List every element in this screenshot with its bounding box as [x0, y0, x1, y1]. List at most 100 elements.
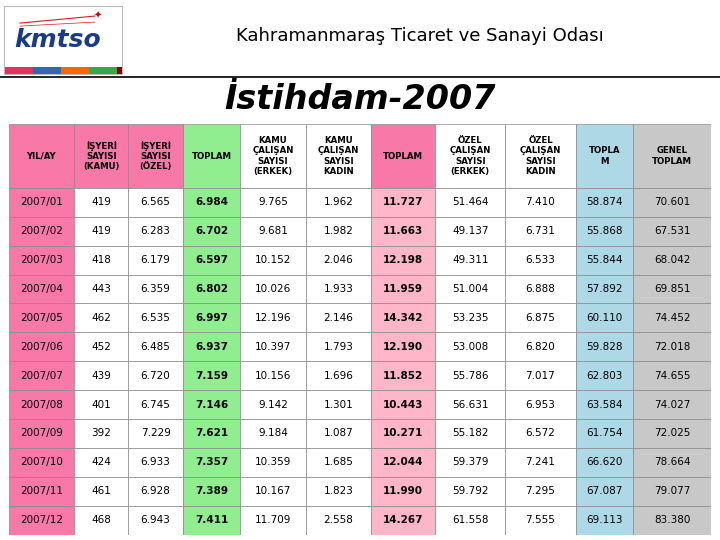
Text: 58.874: 58.874	[586, 197, 623, 207]
Bar	[633, 188, 711, 217]
Bar	[183, 505, 240, 535]
Bar	[306, 124, 372, 188]
Bar	[633, 390, 711, 419]
Text: 443: 443	[91, 284, 111, 294]
Bar	[372, 303, 435, 332]
Text: 66.620: 66.620	[586, 457, 623, 467]
Bar	[435, 332, 505, 361]
Text: 72.018: 72.018	[654, 342, 690, 352]
Bar	[9, 361, 74, 390]
Bar	[9, 505, 74, 535]
Text: 10.167: 10.167	[255, 486, 291, 496]
Text: ✦: ✦	[94, 11, 102, 21]
Bar	[183, 477, 240, 505]
Text: TOPLAM: TOPLAM	[383, 152, 423, 160]
Text: 6.283: 6.283	[140, 226, 171, 236]
Text: 51.004: 51.004	[452, 284, 488, 294]
Text: 439: 439	[91, 370, 111, 381]
Bar	[633, 505, 711, 535]
Text: 9.184: 9.184	[258, 428, 288, 438]
Bar	[306, 505, 372, 535]
Text: 2007/03: 2007/03	[20, 255, 63, 265]
Text: 10.359: 10.359	[255, 457, 291, 467]
Bar	[183, 390, 240, 419]
Bar	[575, 448, 633, 477]
Text: 7.241: 7.241	[526, 457, 555, 467]
Text: 6.953: 6.953	[526, 400, 555, 409]
Text: 2007/02: 2007/02	[20, 226, 63, 236]
Text: 11.959: 11.959	[383, 284, 423, 294]
Text: 67.087: 67.087	[586, 486, 623, 496]
Bar	[575, 188, 633, 217]
Bar	[9, 246, 74, 274]
Bar	[372, 332, 435, 361]
Bar	[505, 124, 575, 188]
Bar	[505, 274, 575, 303]
Bar	[633, 361, 711, 390]
Bar	[372, 274, 435, 303]
Bar	[183, 274, 240, 303]
Bar	[240, 332, 306, 361]
Bar	[128, 361, 183, 390]
Bar	[74, 332, 128, 361]
Bar	[183, 332, 240, 361]
Text: 78.664: 78.664	[654, 457, 690, 467]
Text: ÖZEL
ÇALIŞAN
SAYISI
(ERKEK): ÖZEL ÇALIŞAN SAYISI (ERKEK)	[449, 136, 491, 176]
Bar	[575, 419, 633, 448]
Text: 51.464: 51.464	[452, 197, 488, 207]
Text: 6.565: 6.565	[140, 197, 171, 207]
Text: 6.597: 6.597	[195, 255, 228, 265]
Text: 6.731: 6.731	[526, 226, 555, 236]
Bar	[306, 361, 372, 390]
Bar	[575, 332, 633, 361]
Bar	[183, 217, 240, 246]
Bar	[435, 217, 505, 246]
Bar	[240, 188, 306, 217]
Text: 6.485: 6.485	[140, 342, 171, 352]
Text: 74.027: 74.027	[654, 400, 690, 409]
Text: 68.042: 68.042	[654, 255, 690, 265]
Bar	[33, 68, 61, 75]
Text: 6.702: 6.702	[195, 226, 228, 236]
Text: 59.792: 59.792	[452, 486, 488, 496]
Text: 14.267: 14.267	[383, 515, 423, 525]
Text: 61.754: 61.754	[586, 428, 623, 438]
Text: 6.820: 6.820	[526, 342, 555, 352]
Bar	[74, 505, 128, 535]
Text: 12.190: 12.190	[383, 342, 423, 352]
Bar	[240, 477, 306, 505]
Text: 1.823: 1.823	[323, 486, 354, 496]
Text: 6.802: 6.802	[195, 284, 228, 294]
Text: 55.182: 55.182	[452, 428, 488, 438]
Bar	[128, 505, 183, 535]
Bar	[9, 390, 74, 419]
Text: 59.828: 59.828	[586, 342, 623, 352]
Text: İŞYERİ
SAYISI
(KAMU): İŞYERİ SAYISI (KAMU)	[83, 140, 120, 171]
Bar	[183, 124, 240, 188]
Bar	[128, 390, 183, 419]
Bar	[633, 419, 711, 448]
Bar	[74, 217, 128, 246]
Bar	[128, 274, 183, 303]
Text: 6.572: 6.572	[526, 428, 555, 438]
Text: 461: 461	[91, 486, 111, 496]
Text: Kahramanmaraş Ticaret ve Sanayi Odası: Kahramanmaraş Ticaret ve Sanayi Odası	[236, 27, 604, 45]
Text: 10.271: 10.271	[383, 428, 423, 438]
Bar	[435, 361, 505, 390]
Bar	[128, 246, 183, 274]
Bar	[505, 361, 575, 390]
Bar	[435, 419, 505, 448]
Bar	[435, 303, 505, 332]
Text: 11.852: 11.852	[383, 370, 423, 381]
Text: 83.380: 83.380	[654, 515, 690, 525]
Bar	[5, 68, 33, 75]
Text: 468: 468	[91, 515, 111, 525]
Text: 14.342: 14.342	[383, 313, 423, 323]
Bar	[9, 274, 74, 303]
Bar	[306, 332, 372, 361]
Bar	[505, 390, 575, 419]
Text: 11.709: 11.709	[255, 515, 291, 525]
Text: 1.301: 1.301	[323, 400, 354, 409]
Text: 67.531: 67.531	[654, 226, 690, 236]
Bar	[128, 477, 183, 505]
